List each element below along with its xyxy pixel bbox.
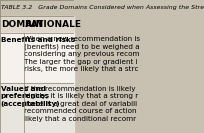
Text: When a new recommendation is
(benefits) need to be weighed a
considering any pre: When a new recommendation is (benefits) … (24, 36, 141, 72)
Text: TABLE 3.2   Grade Domains Considered when Assessing the Strength of Recommendati: TABLE 3.2 Grade Domains Considered when … (1, 5, 204, 11)
Text: If the recommendation is likely
highly, it is likely that a strong r
there is a : If the recommendation is likely highly, … (24, 86, 139, 122)
Text: DOMAIN: DOMAIN (1, 20, 43, 29)
Text: Benefits and risks: Benefits and risks (1, 37, 75, 43)
Text: RATIONALE: RATIONALE (24, 20, 81, 29)
Bar (0, 83, 74, 133)
Text: Values and
preferences
(acceptability): Values and preferences (acceptability) (1, 86, 60, 107)
Bar (0, 33, 74, 83)
Bar (0, 16, 74, 33)
Bar (0, 0, 74, 16)
